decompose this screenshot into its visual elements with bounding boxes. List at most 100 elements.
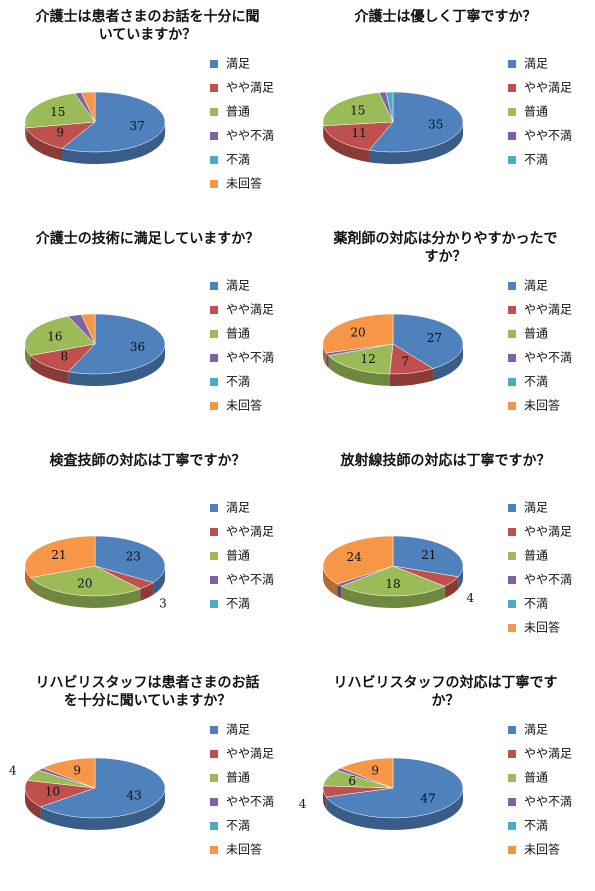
legend-label: 満足 [524,279,548,293]
legend-swatch [210,60,218,68]
chart-title: 薬剤師の対応は分かりやすかったですか？ [333,231,558,265]
legend-label: やや不満 [524,573,572,587]
legend-label: 普通 [226,327,250,341]
pie-slice [323,121,394,151]
legend-swatch [508,402,516,410]
data-label: 3 [159,596,167,610]
data-label: 24 [347,550,363,564]
legend-label: やや満足 [524,303,572,317]
chart: リハビリスタッフは患者さまのお話を十分に聞いていますか？ 43 10 4 9 満足 やや満足… [0,666,297,888]
legend-label: 普通 [524,105,548,119]
data-label: 23 [126,550,141,564]
legend-swatch [210,282,218,290]
legend-label: 不満 [226,819,250,833]
data-label: 47 [420,792,435,806]
legend-swatch [508,378,516,386]
chart: 介護士の技術に満足していますか？ 36 8 16 満足 やや満足 普通 やや不満 不満 未回答 [0,222,297,444]
pie-side [369,122,463,164]
legend-label: 普通 [226,105,250,119]
pie-slice [61,91,166,153]
chart: リハビリスタッフの対応は丁寧ですか？ 47 4 6 9 満足 やや満足 普通 やや不満 不満 未回答 [298,666,595,888]
pie-side [389,368,434,386]
pie-slice [325,757,464,819]
chart-title: 介護士は優しく丁寧ですか？ [354,9,537,25]
legend-label: 未回答 [226,398,262,413]
legend-swatch [508,798,516,806]
legend-swatch [508,84,516,92]
legend-swatch [508,726,516,734]
pie-slice [322,313,394,354]
pie-slice [24,780,96,808]
chart-title: 放射線技師の対応は丁寧ですか？ [340,453,551,469]
legend-swatch [508,552,516,560]
legend-label: 普通 [524,549,548,563]
pie-side [326,353,329,368]
legend-label: 未回答 [226,842,262,857]
legend-swatch [210,726,218,734]
legend-label: やや満足 [226,303,274,317]
legend-label: 満足 [524,723,548,737]
legend-label: 不満 [524,375,548,389]
data-label: 6 [348,774,356,788]
legend-swatch [210,84,218,92]
data-label: 9 [73,764,81,778]
legend-swatch [508,108,516,116]
chart: 薬剤師の対応は分かりやすかったですか？ 27 7 12 20 満足 やや満足 普通 やや不満 不満… [298,222,595,444]
legend-swatch [210,576,218,584]
legend-label: 不満 [226,153,250,167]
pie-side [25,122,27,140]
pie-side [62,122,165,165]
data-label: 10 [45,784,60,798]
pie-side [433,344,463,381]
pie-side [341,586,445,608]
pie-slice [392,535,464,578]
legend-label: 未回答 [524,620,560,635]
legend-label: やや満足 [226,747,274,761]
chart: 放射線技師の対応は丁寧ですか？ 21 4 18 24 満足 やや満足 普通 やや不満 不満 未回答 [298,444,595,666]
legend-swatch [210,504,218,512]
pie-slice [29,565,141,597]
data-label: 9 [56,126,64,140]
legend-label: やや不満 [524,129,572,143]
legend-label: 不満 [524,153,548,167]
data-label: 11 [351,126,366,140]
legend-label: やや不満 [524,351,572,365]
pie-side [328,355,390,386]
data-label: 7 [401,354,409,368]
pie-slice [67,313,166,375]
legend-label: 満足 [524,57,548,71]
legend-swatch [508,822,516,830]
pie-slice [385,91,394,123]
legend-swatch [210,600,218,608]
pie-slice [368,91,464,153]
data-label: 20 [77,577,92,591]
legend-swatch [210,750,218,758]
legend-swatch [210,402,218,410]
data-label: 4 [9,764,17,778]
chart-title: リハビリスタッフの対応は丁寧ですか？ [333,675,558,709]
data-label: 4 [467,591,475,605]
data-label: 4 [299,797,307,811]
pie-slice [322,92,394,126]
legend-swatch [210,354,218,362]
pie-side [68,344,165,386]
data-label: 15 [50,105,65,119]
legend-label: やや不満 [226,795,274,809]
legend-label: 未回答 [226,176,262,191]
legend-swatch [508,750,516,758]
legend-swatch [210,180,218,188]
legend-swatch [210,552,218,560]
data-label: 43 [127,789,142,803]
legend-swatch [210,822,218,830]
data-label: 35 [428,118,443,132]
pie-side [40,788,166,830]
chart-title: 介護士の技術に満足していますか？ [35,231,260,247]
legend-label: 満足 [226,723,250,737]
legend-label: 満足 [226,501,250,515]
